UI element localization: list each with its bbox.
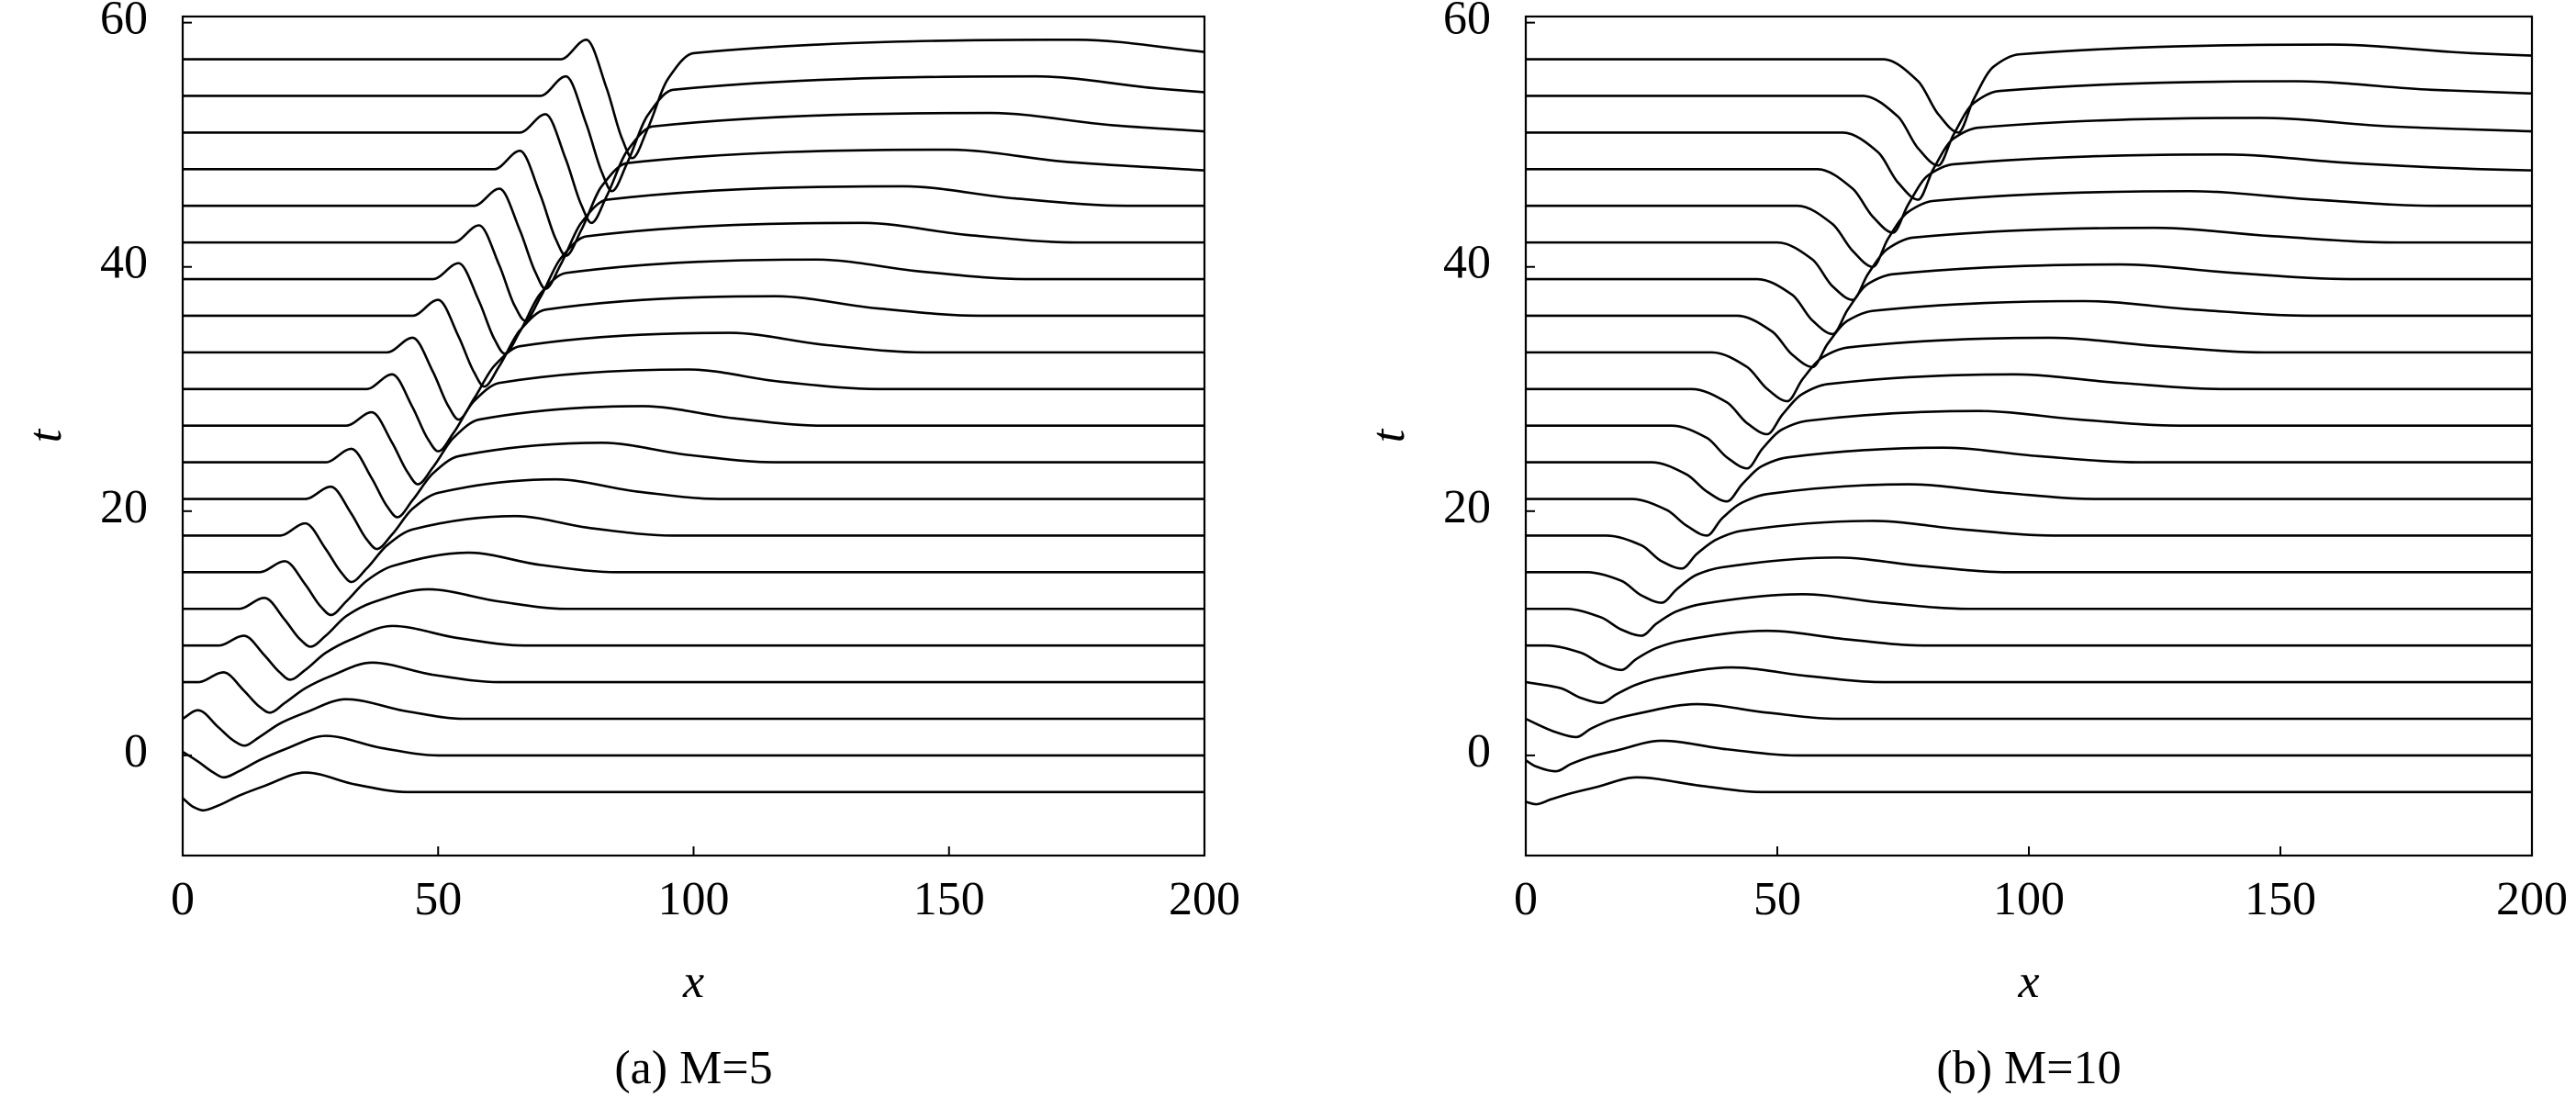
x-axis-label: x [2017,956,2039,1008]
x-tick-label: 0 [1514,873,1538,925]
y-axis-label: t [19,428,72,442]
y-tick-label: 40 [1443,237,1491,289]
y-axis-label: t [1362,428,1415,442]
curve [183,551,1204,617]
curve [183,74,1204,193]
curve [1526,702,2532,739]
x-tick-label: 50 [414,873,462,925]
y-tick-label: 40 [100,237,148,289]
curve [183,331,1204,421]
curve [183,661,1204,714]
curve [1526,299,2532,369]
x-tick-label: 200 [2496,873,2568,925]
curve [1526,483,2532,537]
curve [1526,263,2532,336]
curve [183,698,1204,747]
curve [183,38,1204,160]
y-tick-label: 0 [1467,725,1491,778]
curve [1526,409,2532,470]
curve [1526,629,2532,672]
x-tick-label: 150 [2245,873,2316,925]
x-tick-label: 100 [658,873,730,925]
plot-frame [181,15,1206,857]
curve [1526,117,2532,201]
curve [183,771,1204,812]
y-tick-label: 20 [100,481,148,533]
plot-frame [1524,15,2534,857]
curve [183,442,1204,519]
y-tick-label: 0 [124,725,148,778]
x-tick-label: 200 [1169,873,1240,925]
curve [183,368,1204,453]
x-tick-label: 50 [1753,873,1801,925]
curve [183,477,1204,551]
curve [1526,776,2532,806]
curve [1526,80,2532,167]
curve [183,295,1204,388]
curve [183,148,1204,258]
caption: (a) M=5 [614,1042,772,1094]
curve [183,185,1204,290]
curve [1526,226,2532,301]
curve [1526,446,2532,503]
curve [1526,189,2532,269]
curve [1526,666,2532,704]
y-tick-label: 60 [100,0,148,45]
y-tick-label: 20 [1443,481,1491,533]
curve [183,111,1204,225]
curve [1526,739,2532,773]
x-tick-label: 150 [913,873,985,925]
x-tick-label: 100 [1993,873,2065,925]
curve [1526,336,2532,403]
curve [1526,520,2532,570]
x-tick-label: 0 [171,873,195,925]
curve [183,258,1204,355]
y-tick-label: 60 [1443,0,1491,45]
curve [1526,373,2532,436]
caption: (b) M=10 [1936,1042,2121,1094]
curve [183,405,1204,486]
curve [183,734,1204,779]
curve [183,588,1204,648]
curve [1526,556,2532,604]
curve [1526,592,2532,637]
curve [1526,153,2532,234]
curve [183,221,1204,322]
curve [183,514,1204,584]
x-axis-label: x [682,956,704,1008]
curve [1526,43,2532,134]
curve [183,624,1204,681]
